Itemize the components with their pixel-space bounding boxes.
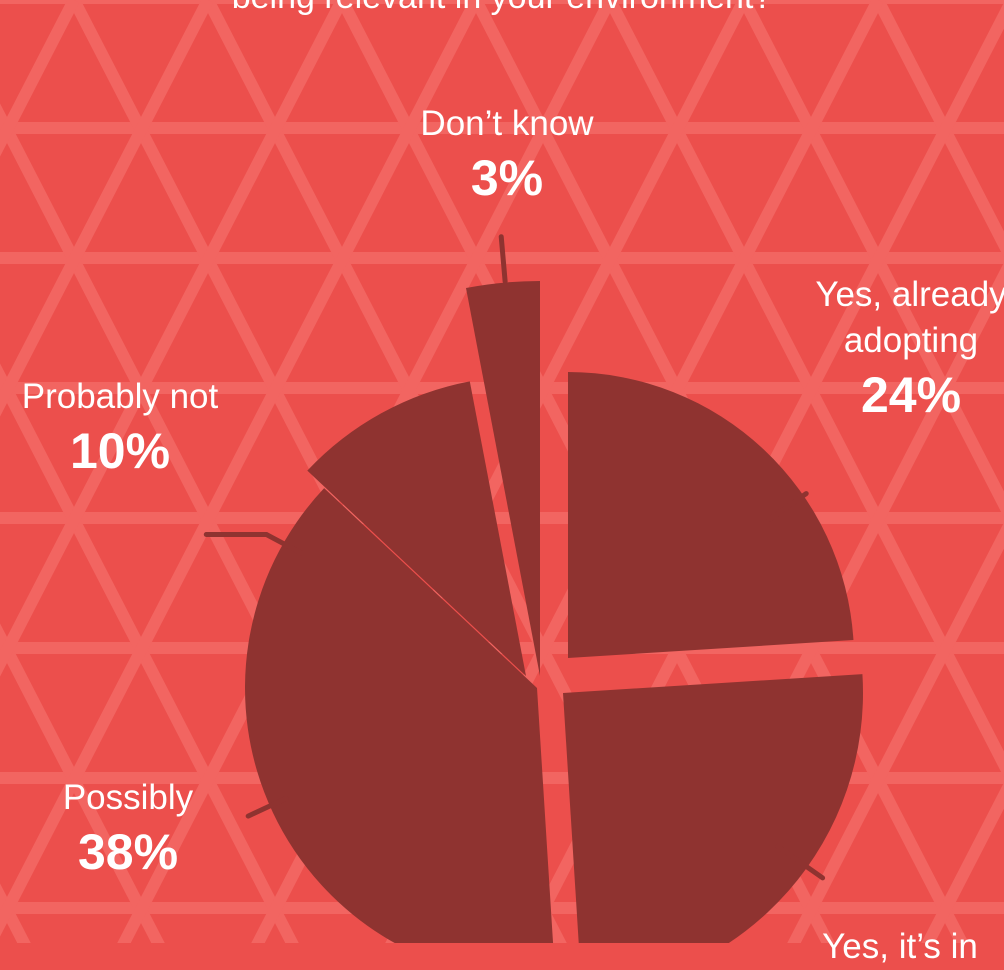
pattern-line (604, 0, 1004, 778)
label-yes-already-adopting: Yes, already adopting 24% (806, 272, 1004, 426)
label-possibly-name: Possibly (62, 778, 194, 817)
label-yes-its-in: Yes, it’s in (780, 924, 1004, 970)
chart-title: being relevant in your environment? (0, 0, 1004, 17)
pattern-line (0, 363, 299, 943)
label-probably-not-pct: 10% (69, 423, 171, 479)
leader-possibly (245, 795, 289, 819)
pattern-line (0, 0, 348, 677)
label-yes-already-adopting-pct: 24% (860, 367, 962, 423)
pattern-line (738, 0, 1004, 518)
label-possibly: Possibly 38% (38, 775, 218, 883)
label-dont-know: Don’t know 3% (400, 101, 614, 209)
slice-possibly (245, 488, 554, 943)
pattern-line (787, 522, 1004, 943)
label-dont-know-name: Don’t know (420, 104, 594, 143)
pie-chart (203, 234, 863, 943)
pattern-line (0, 0, 482, 937)
pattern-line (921, 782, 1004, 943)
pattern-line (0, 623, 165, 943)
slice-probably-not (307, 381, 526, 676)
label-possibly-pct: 38% (77, 824, 179, 880)
leader-yes-its-in (775, 843, 826, 881)
slice-yes-its-in (563, 674, 863, 943)
label-dont-know-pct: 3% (470, 150, 544, 206)
label-yes-already-adopting-line2: adopting (843, 321, 979, 360)
label-probably-not-name: Probably not (21, 377, 219, 416)
leader-probably-not (263, 531, 305, 556)
leader-dont-know (498, 234, 508, 285)
label-probably-not: Probably not 10% (0, 374, 240, 482)
label-yes-its-in-name: Yes, it’s in (822, 927, 978, 966)
leader-yes-already-adopting (766, 491, 809, 522)
pattern-line (0, 0, 214, 417)
label-yes-already-adopting-line1: Yes, already (815, 275, 1004, 314)
slice-yes-already-adopting (568, 372, 854, 658)
slice-dont-know (465, 281, 540, 676)
pattern-line (872, 0, 1004, 258)
